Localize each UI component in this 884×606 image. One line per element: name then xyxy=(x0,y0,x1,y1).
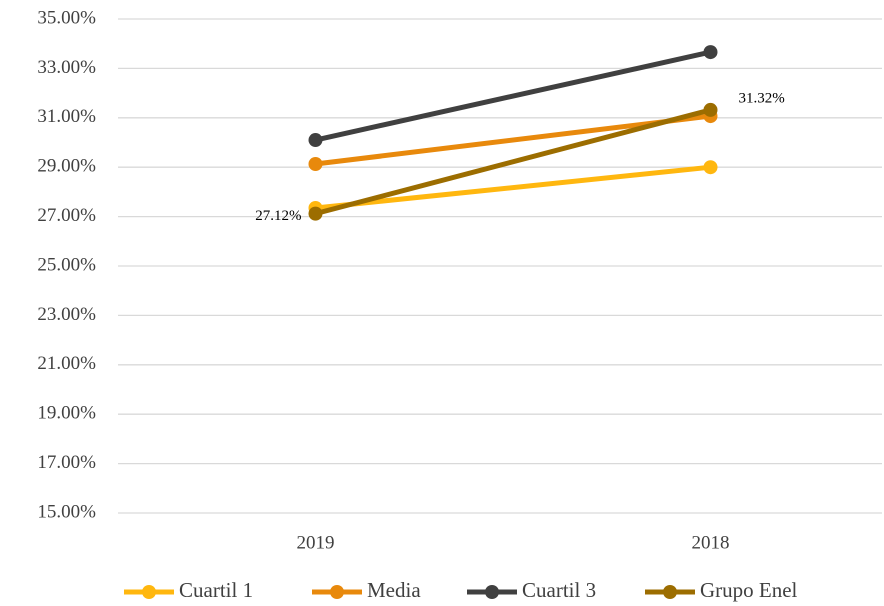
series-line xyxy=(314,49,712,143)
y-tick-label: 25.00% xyxy=(37,254,96,275)
series-marker xyxy=(703,102,718,117)
series-marker xyxy=(308,156,323,171)
y-tick-label: 31.00% xyxy=(37,106,96,127)
series-marker xyxy=(308,206,323,221)
series-line xyxy=(315,164,711,211)
legend-marker xyxy=(663,585,677,599)
y-tick-label: 19.00% xyxy=(37,403,96,424)
y-tick-label: 27.00% xyxy=(37,205,96,226)
legend-marker xyxy=(142,585,156,599)
legend-marker xyxy=(485,585,499,599)
legend-label: Media xyxy=(367,578,421,602)
y-tick-label: 15.00% xyxy=(37,501,96,522)
legend-label: Grupo Enel xyxy=(700,578,798,602)
series-marker xyxy=(703,160,718,175)
y-tick-label: 17.00% xyxy=(37,452,96,473)
x-tick-label: 2018 xyxy=(692,532,730,553)
x-tick-label: 2019 xyxy=(297,532,335,553)
legend-label: Cuartil 1 xyxy=(179,578,253,602)
legend-label: Cuartil 3 xyxy=(522,578,596,602)
y-tick-label: 29.00% xyxy=(37,156,96,177)
data-label: 31.32% xyxy=(739,90,785,106)
y-tick-label: 33.00% xyxy=(37,57,96,78)
legend-marker xyxy=(330,585,344,599)
y-tick-label: 23.00% xyxy=(37,304,96,325)
data-label: 27.12% xyxy=(255,208,301,224)
series-line xyxy=(314,107,712,217)
y-tick-label: 35.00% xyxy=(37,7,96,28)
y-tick-label: 21.00% xyxy=(37,353,96,374)
series-line xyxy=(315,113,711,167)
series-marker xyxy=(703,45,718,60)
series-marker xyxy=(308,133,323,148)
